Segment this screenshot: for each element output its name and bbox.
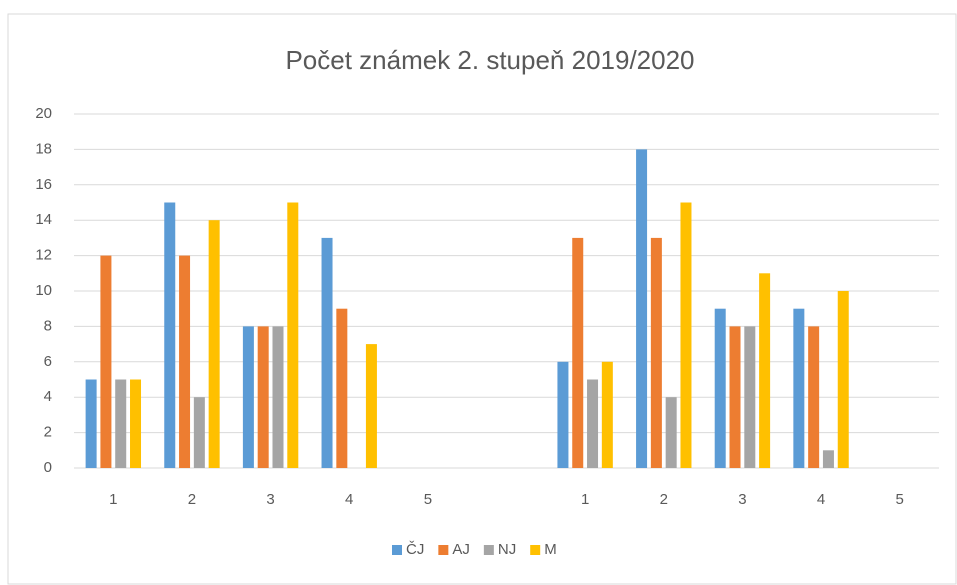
y-tick-label: 0 (44, 459, 52, 476)
legend-swatch (438, 545, 449, 555)
legend-label: NJ (498, 541, 516, 558)
x-tick-label: 4 (817, 491, 825, 508)
x-tick-label: 2 (660, 491, 668, 508)
x-tick-label: 3 (266, 491, 274, 508)
x-tick-label: 2 (188, 491, 196, 508)
bar (837, 291, 849, 468)
y-tick-label: 12 (35, 247, 52, 264)
y-tick-label: 4 (44, 388, 52, 405)
bar (193, 397, 205, 468)
legend-label: ČJ (406, 541, 424, 558)
bar (130, 379, 142, 468)
legend-label: AJ (452, 541, 470, 558)
bar (822, 450, 834, 468)
bar (115, 379, 127, 468)
bar (808, 326, 820, 468)
y-tick-label: 6 (44, 353, 52, 370)
y-tick-label: 10 (35, 282, 52, 299)
bar (208, 220, 220, 468)
bar (665, 397, 677, 468)
bar (601, 361, 613, 468)
chart-title: Počet známek 2. stupeň 2019/2020 (285, 45, 694, 75)
bar (650, 237, 662, 468)
x-tick-label: 4 (345, 491, 353, 508)
legend-swatch (483, 545, 494, 555)
bar (714, 308, 726, 468)
bar (272, 326, 284, 468)
bar (164, 202, 176, 468)
bar (744, 326, 756, 468)
bar (729, 326, 741, 468)
bar (759, 273, 771, 468)
bar (365, 344, 377, 468)
bar (680, 202, 692, 468)
x-tick-label: 1 (109, 491, 117, 508)
y-tick-label: 2 (44, 424, 52, 441)
bar (242, 326, 254, 468)
y-tick-label: 14 (35, 211, 52, 228)
x-tick-label: 3 (738, 491, 746, 508)
bar (257, 326, 269, 468)
legend-swatch (530, 545, 541, 555)
x-tick-label: 5 (424, 491, 432, 508)
x-tick-label: 5 (896, 491, 904, 508)
y-tick-label: 16 (35, 176, 52, 193)
bar (636, 149, 648, 468)
bar (336, 308, 348, 468)
bar (85, 379, 97, 468)
x-tick-label: 1 (581, 491, 589, 508)
bar (557, 361, 569, 468)
bar (179, 255, 191, 468)
bar (572, 237, 584, 468)
legend-label: M (544, 541, 557, 558)
y-tick-label: 18 (35, 140, 52, 157)
bar (587, 379, 599, 468)
y-tick-label: 20 (35, 105, 52, 122)
bar (321, 237, 333, 468)
bar (287, 202, 299, 468)
bar (793, 308, 805, 468)
bar (100, 255, 112, 468)
chart-border (7, 13, 957, 585)
y-tick-label: 8 (44, 317, 52, 334)
legend-swatch (392, 545, 402, 555)
